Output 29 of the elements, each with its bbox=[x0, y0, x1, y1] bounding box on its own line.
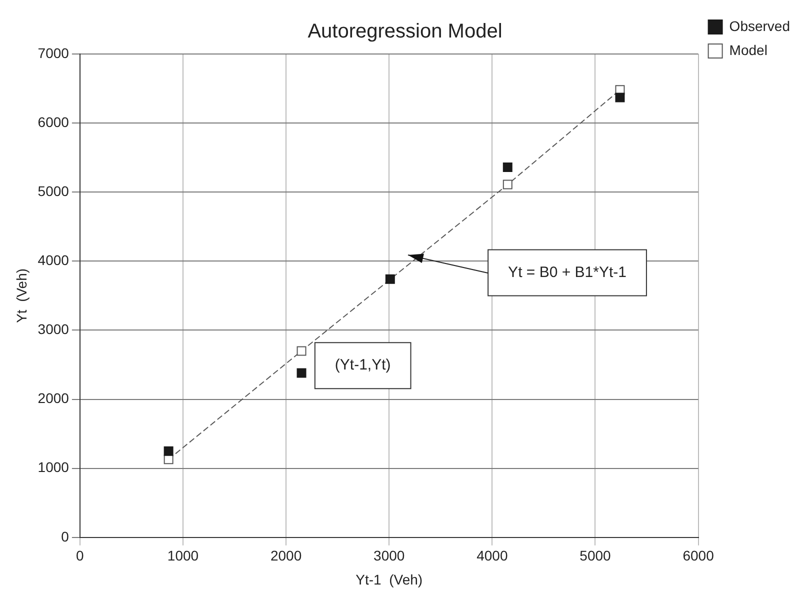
x-tick-label: 1000 bbox=[167, 548, 199, 564]
point bbox=[615, 92, 625, 102]
y-tick-label: 1000 bbox=[38, 459, 70, 476]
x-tick-label: 0 bbox=[76, 548, 84, 564]
point bbox=[502, 162, 512, 172]
x-tick-label: 5000 bbox=[580, 548, 612, 564]
annotation: Yt = B0 + B1*Yt-1 bbox=[508, 264, 626, 281]
y-axis-title: Yt (Veh) bbox=[13, 268, 30, 323]
legend-label: Model bbox=[729, 42, 768, 58]
point bbox=[296, 368, 306, 378]
annotation: (Yt-1,Yt) bbox=[334, 356, 391, 374]
x-tick-label: 6000 bbox=[682, 548, 714, 564]
point bbox=[502, 180, 512, 190]
y-tick-label: 6000 bbox=[38, 114, 70, 130]
y-tick-label: 7000 bbox=[38, 44, 70, 61]
chart-title: Autoregression Model bbox=[308, 20, 502, 43]
legend-label: Observed bbox=[729, 18, 790, 34]
x-tick-label: 3000 bbox=[374, 548, 405, 564]
point bbox=[385, 274, 395, 284]
y-tick-label: 4000 bbox=[38, 252, 70, 268]
x-axis-title: Yt-1 (Veh) bbox=[356, 571, 423, 588]
x-tick-label: 2000 bbox=[270, 548, 302, 564]
y-tick-label: 5000 bbox=[38, 182, 70, 199]
y-tick-label: 3000 bbox=[38, 321, 70, 338]
y-tick-label: 0 bbox=[61, 528, 70, 544]
point bbox=[164, 446, 174, 456]
point bbox=[296, 346, 306, 356]
x-tick-label: 4000 bbox=[476, 548, 508, 564]
y-tick-label: 2000 bbox=[38, 390, 70, 406]
